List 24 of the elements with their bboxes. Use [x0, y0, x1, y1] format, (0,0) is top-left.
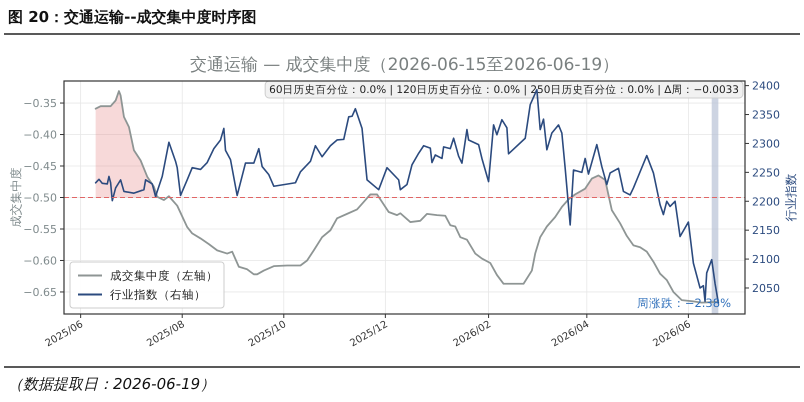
text: （数据提取日：2026-06-19） [8, 375, 216, 393]
y-axis-title: 成交集中度 [9, 168, 23, 228]
y-tick-label: −0.55 [23, 222, 57, 236]
legend-label: 行业指数（右轴） [110, 288, 206, 302]
y-tick-label: −0.50 [23, 192, 57, 204]
y2-tick-label: 2050 [752, 282, 780, 295]
y-tick-label: −0.60 [23, 254, 57, 268]
y-tick-label: −0.65 [23, 286, 57, 299]
chart-title: 图 20：交通运输--成交集中度时序图 [8, 8, 257, 26]
y-tick-label: −0.40 [23, 128, 57, 142]
legend-label: 成交集中度（左轴） [110, 268, 218, 282]
y2-tick-label: 2200 [752, 195, 780, 208]
y2-tick-label: 2300 [752, 137, 780, 150]
y2-tick-label: 2400 [752, 80, 780, 93]
y-tick-label: −0.45 [23, 160, 57, 174]
y2-tick-label: 2350 [752, 108, 780, 122]
y2-tick-label: 2250 [752, 166, 780, 180]
y2-tick-label: 2100 [752, 253, 780, 266]
y2-tick-label: 2150 [752, 224, 780, 238]
chart-subtitle: 交通运输 — 成交集中度（2026-06-15至2026-06-19） [190, 55, 620, 75]
y-tick-label: −0.35 [23, 97, 57, 110]
annotation: 60日历史百分位：0.0% | 120日历史百分位：0.0% | 250日历史百分位：0.0% | Δ周：−0.0033 [269, 83, 739, 96]
annotation: 周涨跌：−2.38% [636, 296, 732, 310]
y2-axis-title: 行业指数 [784, 174, 798, 222]
